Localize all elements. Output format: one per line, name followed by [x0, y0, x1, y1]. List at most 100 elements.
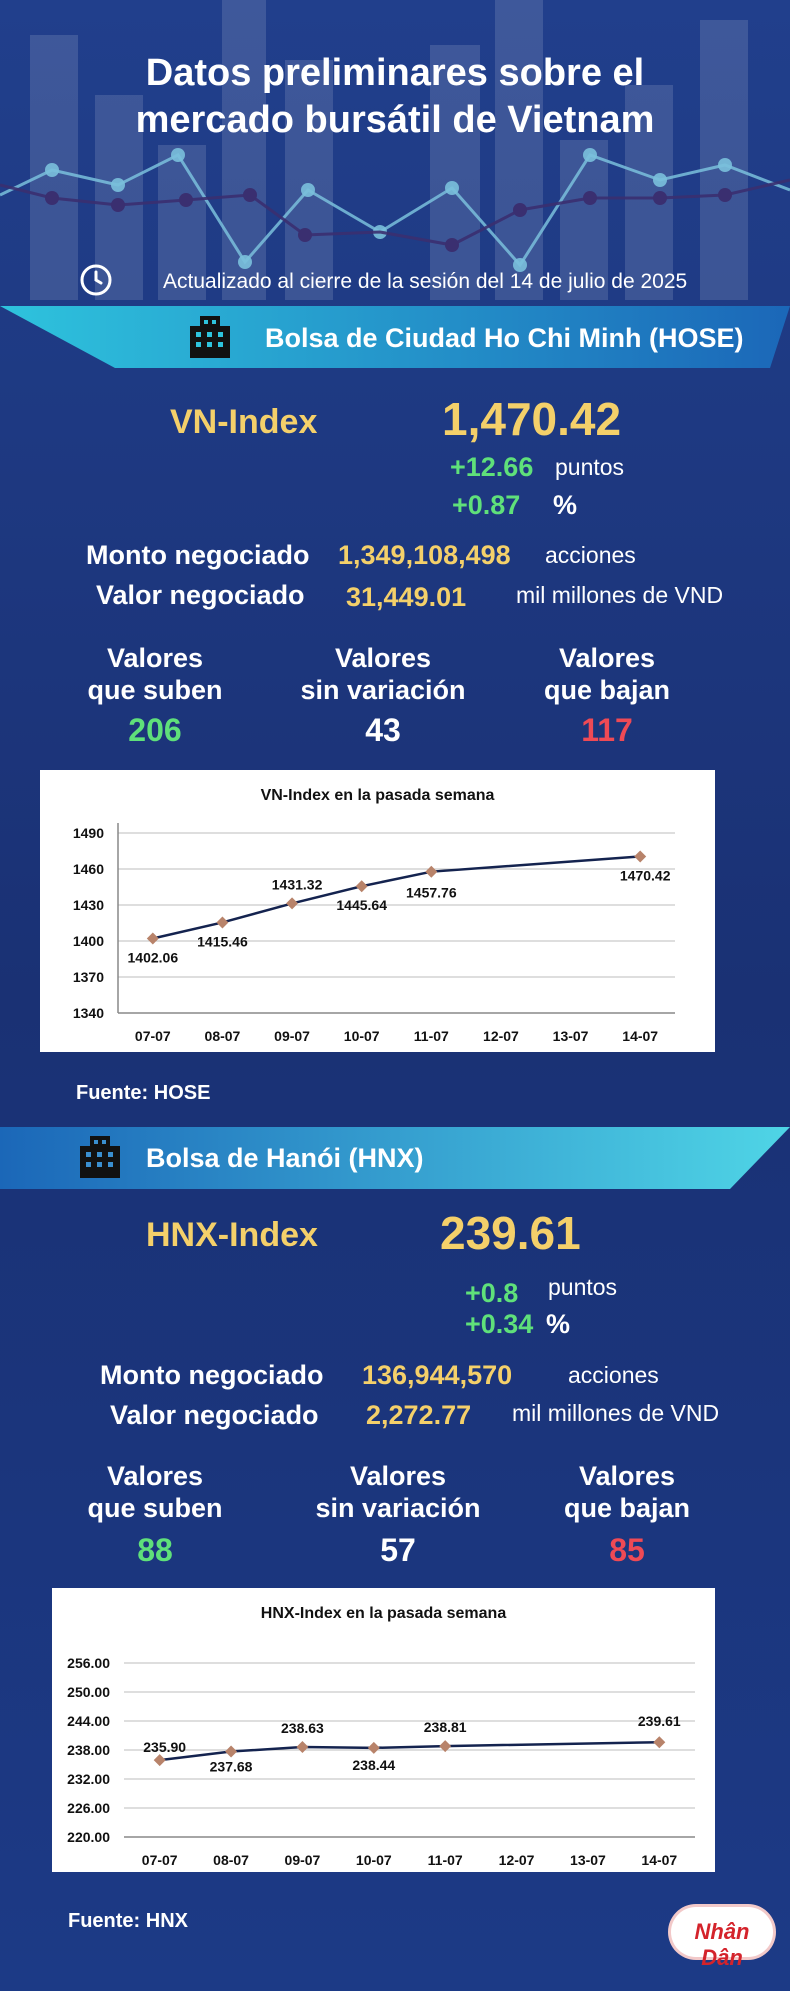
data-label: 238.63	[281, 1720, 324, 1736]
series-line	[152, 855, 641, 940]
hnx-up-count: 88	[137, 1532, 173, 1568]
points-label: puntos	[555, 454, 625, 480]
hnx-volume-label: Monto negociado	[100, 1360, 324, 1390]
hnx-value-label: Valor negociado	[110, 1400, 319, 1430]
nhan-dan-logo: Nhân Dân	[671, 1907, 773, 1970]
vn-index-change-percent: +0.87	[452, 490, 521, 520]
y-tick-label: 232.00	[67, 1771, 110, 1787]
hnx-down-count: 85	[609, 1532, 645, 1568]
y-tick-label: 1430	[73, 897, 104, 913]
page-title-line1: Datos preliminares sobre el	[145, 52, 645, 94]
chart-title: VN-Index en la pasada semana	[261, 787, 495, 804]
building-icon	[80, 1136, 120, 1178]
hose-value-unit: mil millones de VND	[516, 582, 724, 608]
hnx-source: Fuente: HNX	[68, 1910, 188, 1932]
y-tick-label: 1370	[73, 969, 104, 985]
data-label: 1470.42	[620, 867, 671, 883]
hnx-index-chart: HNX-Index en la pasada semana 220.00 226.0…	[52, 1588, 715, 1872]
x-tick-label: 10-07	[356, 1852, 392, 1868]
percent-label: %	[553, 490, 578, 520]
y-tick-label: 244.00	[67, 1713, 110, 1729]
data-label: 1402.06	[128, 950, 179, 966]
y-tick-label: 1460	[73, 861, 104, 877]
hose-up-label: Valores que suben	[87, 643, 223, 705]
hnx-index-change-points: +0.8	[465, 1278, 519, 1308]
data-point	[425, 865, 438, 878]
x-tick-label: 07-07	[142, 1852, 178, 1868]
x-tick-label: 14-07	[622, 1028, 658, 1044]
hose-source: Fuente: HOSE	[76, 1082, 211, 1104]
data-label: 1457.76	[406, 885, 457, 901]
logo-text: Nhân Dân	[694, 1919, 750, 1970]
data-label: 238.44	[352, 1757, 395, 1773]
data-label: 235.90	[143, 1739, 186, 1755]
y-tick-label: 238.00	[67, 1742, 110, 1758]
x-tick-label: 10-07	[344, 1028, 380, 1044]
hnx-index-value: 239.61	[440, 1207, 581, 1259]
x-tick-label: 08-07	[213, 1852, 249, 1868]
page-title-line2: mercado bursátil de Vietnam	[135, 99, 655, 141]
building-icon	[190, 316, 230, 358]
data-label: 238.81	[424, 1719, 467, 1735]
hose-down-count: 117	[581, 712, 633, 748]
hnx-volume-unit: acciones	[568, 1362, 659, 1388]
hnx-index-label: HNX-Index	[146, 1216, 318, 1254]
y-tick-label: 1400	[73, 933, 104, 949]
data-point	[653, 1736, 666, 1749]
data-label: 1431.32	[272, 876, 323, 892]
x-tick-label: 07-07	[135, 1028, 171, 1044]
data-point	[216, 916, 229, 929]
x-tick-label: 12-07	[499, 1852, 535, 1868]
hnx-banner-title: Bolsa de Hanói (HNX)	[146, 1143, 424, 1173]
series-line	[159, 1740, 660, 1762]
x-tick-label: 09-07	[285, 1852, 321, 1868]
x-tick-label: 11-07	[414, 1028, 449, 1044]
hnx-value-unit: mil millones de VND	[512, 1400, 720, 1426]
hnx-index-change-percent: +0.34	[465, 1309, 534, 1339]
data-point	[296, 1740, 309, 1753]
data-label: 1445.64	[336, 897, 387, 913]
data-point	[146, 932, 159, 945]
y-tick-label: 1490	[73, 825, 104, 841]
hnx-flat-count: 57	[380, 1532, 416, 1568]
hose-volume-value: 1,349,108,498	[338, 540, 511, 570]
x-tick-label: 14-07	[641, 1852, 677, 1868]
hose-flat-label: Valores sin variación	[300, 643, 466, 705]
data-point	[439, 1740, 452, 1753]
hose-value-value: 31,449.01	[346, 582, 467, 612]
hose-flat-count: 43	[365, 712, 401, 748]
hnx-value-value: 2,272.77	[366, 1400, 472, 1430]
data-point	[634, 850, 647, 863]
data-point	[355, 880, 368, 893]
vn-index-chart: VN-Index en la pasada semana 1340 1370 1400…	[40, 770, 715, 1052]
y-tick-label: 250.00	[67, 1684, 110, 1700]
points-label: puntos	[548, 1274, 618, 1300]
update-timestamp: Actualizado al cierre de la sesión del 1…	[163, 270, 688, 293]
data-point	[225, 1745, 238, 1758]
hose-volume-unit: acciones	[545, 542, 636, 568]
data-point	[286, 897, 299, 910]
x-tick-label: 11-07	[428, 1852, 463, 1868]
data-point	[153, 1754, 166, 1767]
hose-banner-title: Bolsa de Ciudad Ho Chi Minh (HOSE)	[265, 323, 744, 353]
hnx-banner	[0, 1127, 790, 1189]
data-label: 1415.46	[197, 933, 248, 949]
data-label: 239.61	[638, 1713, 681, 1729]
vn-index-value: 1,470.42	[442, 393, 622, 445]
clock-icon	[80, 264, 112, 296]
y-tick-label: 226.00	[67, 1800, 110, 1816]
hose-up-count: 206	[128, 712, 182, 748]
data-point	[367, 1741, 380, 1754]
hose-down-label: Valores que bajan	[543, 643, 671, 705]
x-tick-label: 13-07	[553, 1028, 589, 1044]
percent-label: %	[546, 1309, 571, 1339]
data-label: 237.68	[210, 1759, 253, 1775]
vn-index-label: VN-Index	[170, 403, 318, 441]
vn-index-change-points: +12.66	[450, 452, 534, 482]
y-tick-label: 1340	[73, 1005, 104, 1021]
hose-volume-label: Monto negociado	[86, 540, 310, 570]
x-tick-label: 09-07	[274, 1028, 310, 1044]
y-tick-label: 220.00	[67, 1829, 110, 1845]
hnx-up-label: Valores que suben	[87, 1461, 223, 1523]
hnx-volume-value: 136,944,570	[362, 1360, 513, 1390]
